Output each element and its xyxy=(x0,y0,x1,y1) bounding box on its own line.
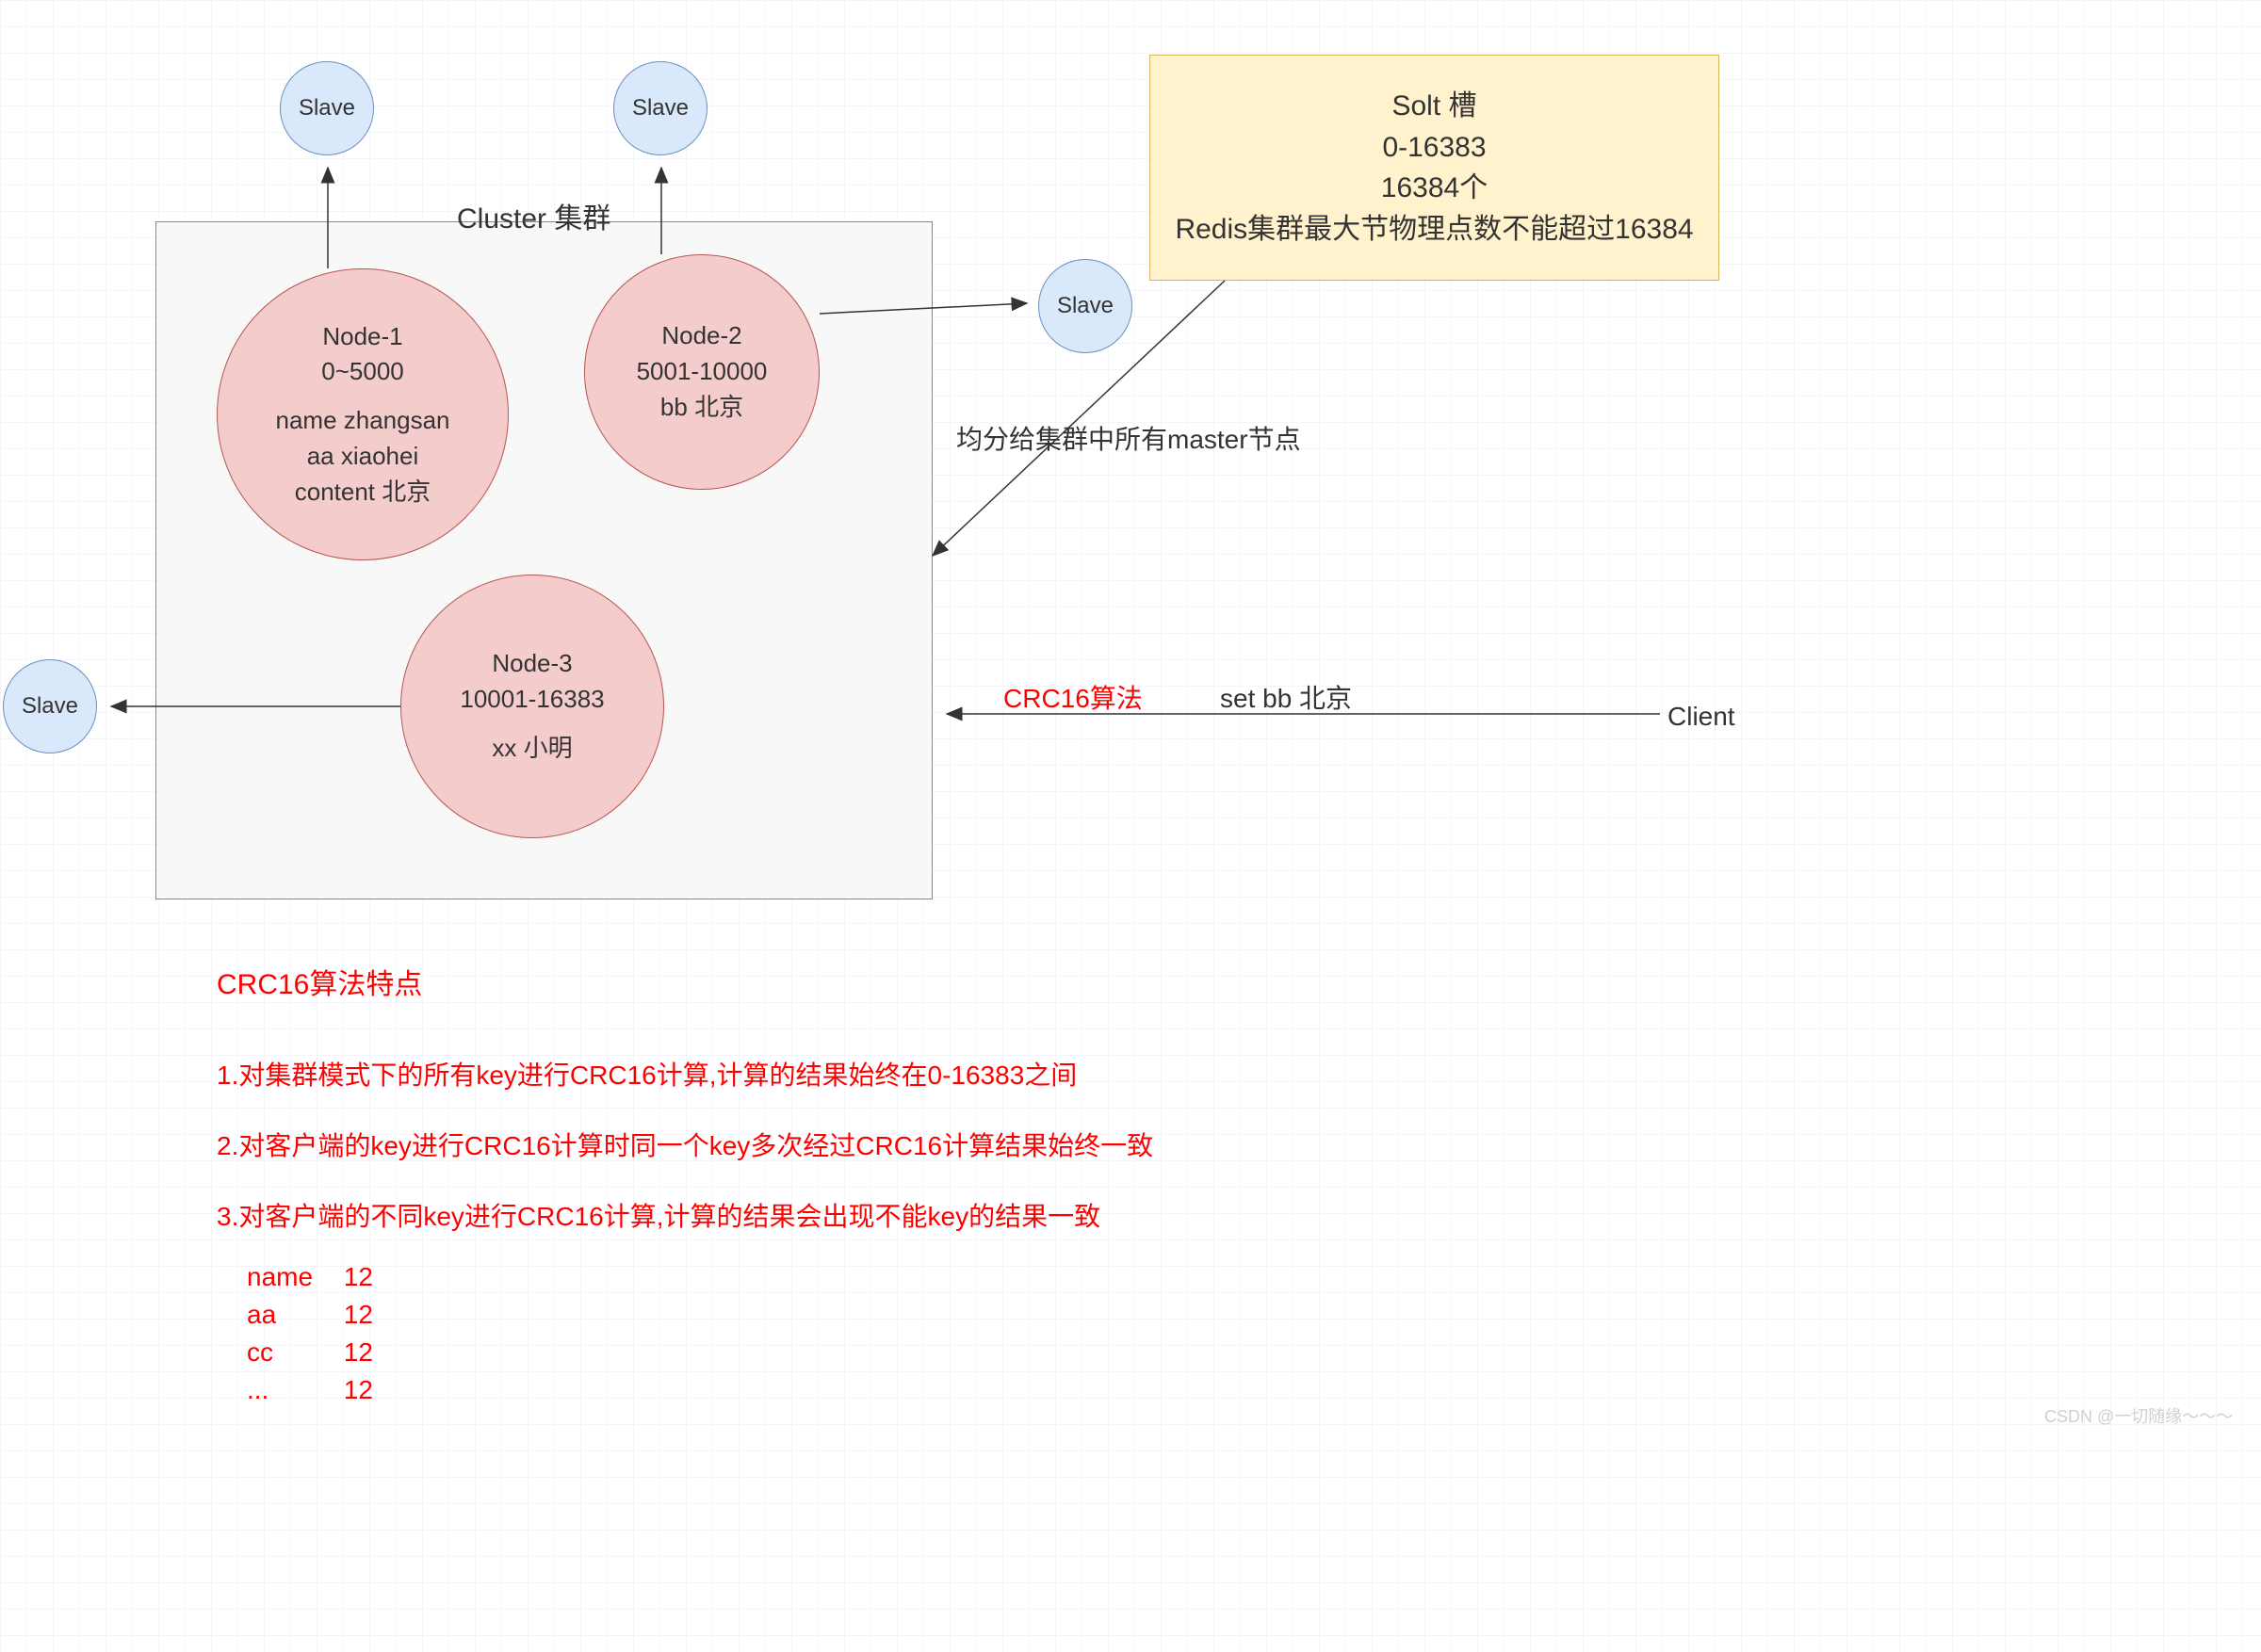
crc-tbl-row-2: aa 12 xyxy=(247,1300,373,1330)
node-3-line1: xx 小明 xyxy=(492,731,572,767)
node-1: Node-1 0~5000 name zhangsan aa xiaohei c… xyxy=(217,268,509,560)
node-2-range: 5001-10000 xyxy=(637,354,768,390)
client-label: Client xyxy=(1667,702,1735,732)
solt-count: 16384个 xyxy=(1381,168,1488,209)
cluster-label: Cluster 集群 xyxy=(457,195,610,236)
crc-title: CRC16算法特点 xyxy=(217,961,422,1002)
crc-item-2: 2.对客户端的key进行CRC16计算时同一个key多次经过CRC16计算结果始… xyxy=(217,1126,1153,1163)
distrib-label: 均分给集群中所有master节点 xyxy=(956,419,1301,457)
node-3: Node-3 10001-16383 xx 小明 xyxy=(400,575,664,838)
setbb-label: set bb 北京 xyxy=(1220,678,1352,716)
crc-item-1: 1.对集群模式下的所有key进行CRC16计算,计算的结果始终在0-16383之… xyxy=(217,1055,1077,1093)
node-3-range: 10001-16383 xyxy=(460,682,604,718)
node-1-line3: content 北京 xyxy=(295,475,431,510)
solt-title: Solt 槽 xyxy=(1391,86,1476,127)
node-1-line2: aa xiaohei xyxy=(307,439,419,475)
crc-item-3: 3.对客户端的不同key进行CRC16计算,计算的结果会出现不能key的结果一致 xyxy=(217,1196,1100,1234)
crc-tbl-row-1: name 12 xyxy=(247,1262,373,1292)
solt-range: 0-16383 xyxy=(1382,127,1486,169)
slave-1: Slave xyxy=(280,61,374,155)
node-3-title: Node-3 xyxy=(492,646,572,682)
crc16-label: CRC16算法 xyxy=(1003,678,1143,716)
slave-3: Slave xyxy=(1038,259,1132,353)
watermark: CSDN @一切随缘～～～ xyxy=(2044,1403,2233,1428)
solt-box: Solt 槽 0-16383 16384个 Redis集群最大节物理点数不能超过… xyxy=(1149,55,1719,281)
solt-desc: Redis集群最大节物理点数不能超过16384 xyxy=(1175,209,1693,251)
node-2-title: Node-2 xyxy=(661,318,741,354)
node-1-range: 0~5000 xyxy=(321,354,403,390)
slave-2: Slave xyxy=(613,61,708,155)
node-1-line1: name zhangsan xyxy=(275,403,449,439)
node-2-line1: bb 北京 xyxy=(660,390,743,426)
slave-4: Slave xyxy=(3,659,97,753)
crc-tbl-row-3: cc 12 xyxy=(247,1337,373,1368)
node-1-title: Node-1 xyxy=(322,319,402,355)
node-2: Node-2 5001-10000 bb 北京 xyxy=(584,254,820,490)
crc-tbl-row-4: ... 12 xyxy=(247,1375,373,1405)
